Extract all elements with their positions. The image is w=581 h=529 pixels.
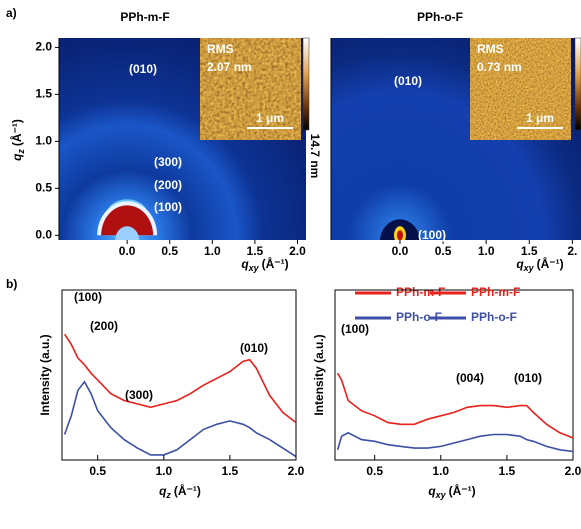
inset-text: 0.73 nm (477, 60, 522, 74)
scale-label: 1 μm (256, 111, 284, 125)
giwaxs-image (59, 38, 306, 240)
chart-title: PPh-m-F (120, 10, 169, 24)
peak-label: (004) (456, 371, 484, 385)
legend-label: PPh-m-F (396, 285, 445, 299)
data-line (63, 333, 297, 424)
x-tick-label: 1.0 (204, 244, 221, 258)
x-tick-label: 1.5 (499, 464, 516, 478)
colorbar-label: 14.7 nm (308, 134, 322, 179)
peak-label: (300) (154, 155, 182, 169)
colorbar (574, 37, 581, 131)
peak-label: (300) (125, 388, 153, 402)
axis-sub: xy (248, 263, 260, 273)
y-tick-label: 0.0 (35, 227, 52, 241)
x-tick-label: 1.5 (521, 244, 538, 258)
legend-label: PPh-o-F (471, 310, 517, 324)
afm-inset (470, 38, 571, 140)
giwaxs-image (331, 38, 581, 240)
peak-label: (200) (154, 178, 182, 192)
plot-frame (334, 289, 574, 461)
y-axis-label: Intensity (a.u.) (312, 334, 326, 415)
axis-var: q (428, 484, 436, 498)
colorbar-label: 14.7 nm (580, 134, 581, 179)
inset-text: RMS (207, 42, 234, 56)
x-tick-label: 1.0 (432, 464, 449, 478)
x-tick-label: 0.0 (392, 244, 409, 258)
axis-var: q (159, 484, 167, 498)
x-tick-label: 1.5 (247, 244, 264, 258)
x-tick-label: 0.5 (435, 244, 452, 258)
data-line (336, 372, 574, 439)
scatter-spot (396, 230, 403, 240)
peak-label: (100) (74, 290, 102, 304)
x-tick-label: 2. (567, 244, 577, 258)
x-tick-label: 0.0 (119, 244, 136, 258)
axis-sub: xy (435, 490, 447, 500)
x-tick-label: 2.0 (288, 464, 305, 478)
scale-label: 1 μm (526, 111, 554, 125)
y-tick-label: 1.5 (35, 87, 52, 101)
plot-frame (61, 289, 297, 461)
x-tick-label: 1.0 (155, 464, 172, 478)
x-tick-label: 2.0 (565, 464, 581, 478)
axis-var: q (241, 257, 249, 271)
axis-unit: (Å⁻¹) (9, 119, 24, 146)
axis-label: qz (Å⁻¹) (9, 119, 26, 161)
y-tick-label: 0.5 (35, 180, 52, 194)
y-tick-label: 2.0 (35, 40, 52, 54)
peak-label: (200) (90, 319, 118, 333)
x-tick-label: 1.0 (478, 244, 495, 258)
chart-title: PPh-o-F (417, 10, 463, 24)
axis-label: qxy (Å⁻¹) (428, 483, 475, 500)
axis-sub: xy (523, 263, 535, 273)
beamstop (115, 226, 140, 240)
panel-label: b) (6, 277, 17, 291)
x-tick-label: 1.5 (222, 464, 239, 478)
axis-label: qxy (Å⁻¹) (241, 256, 288, 273)
axis-unit: (Å⁻¹) (449, 483, 476, 498)
axis-unit: (Å⁻¹) (262, 256, 289, 271)
x-tick-label: 0.5 (366, 464, 383, 478)
y-tick-label: 1.0 (35, 134, 52, 148)
peak-label: (100) (154, 200, 182, 214)
legend-label: PPh-m-F (471, 285, 520, 299)
axis-var: q (10, 153, 24, 161)
inset-text: 2.07 nm (207, 60, 252, 74)
panel-label: a) (6, 6, 17, 20)
inset-text: RMS (477, 42, 504, 56)
peak-label: (010) (514, 371, 542, 385)
colorbar (302, 37, 310, 131)
peak-label: (010) (129, 62, 157, 76)
peak-label: (100) (341, 322, 369, 336)
axis-sub: z (165, 490, 171, 500)
x-tick-label: 0.5 (161, 244, 178, 258)
peak-label: (010) (394, 74, 422, 88)
afm-inset (200, 38, 301, 140)
axis-label: qz(Å⁻¹) (159, 483, 201, 500)
axis-unit: (Å⁻¹) (537, 256, 564, 271)
axis-label: qxy (Å⁻¹) (516, 256, 563, 273)
peak-label: (100) (418, 228, 446, 242)
scatter-lobe (101, 205, 154, 236)
x-tick-label: 2.0 (289, 244, 306, 258)
y-axis-label: Intensity (a.u.) (38, 334, 52, 415)
data-line (63, 380, 297, 458)
legend-label: PPh-o-F (396, 310, 442, 324)
x-tick-label: 0.5 (89, 464, 106, 478)
axis-var: q (516, 257, 524, 271)
axis-unit: (Å⁻¹) (174, 483, 201, 498)
data-line (336, 431, 574, 453)
peak-label: (010) (240, 341, 268, 355)
axis-sub: z (16, 149, 26, 155)
